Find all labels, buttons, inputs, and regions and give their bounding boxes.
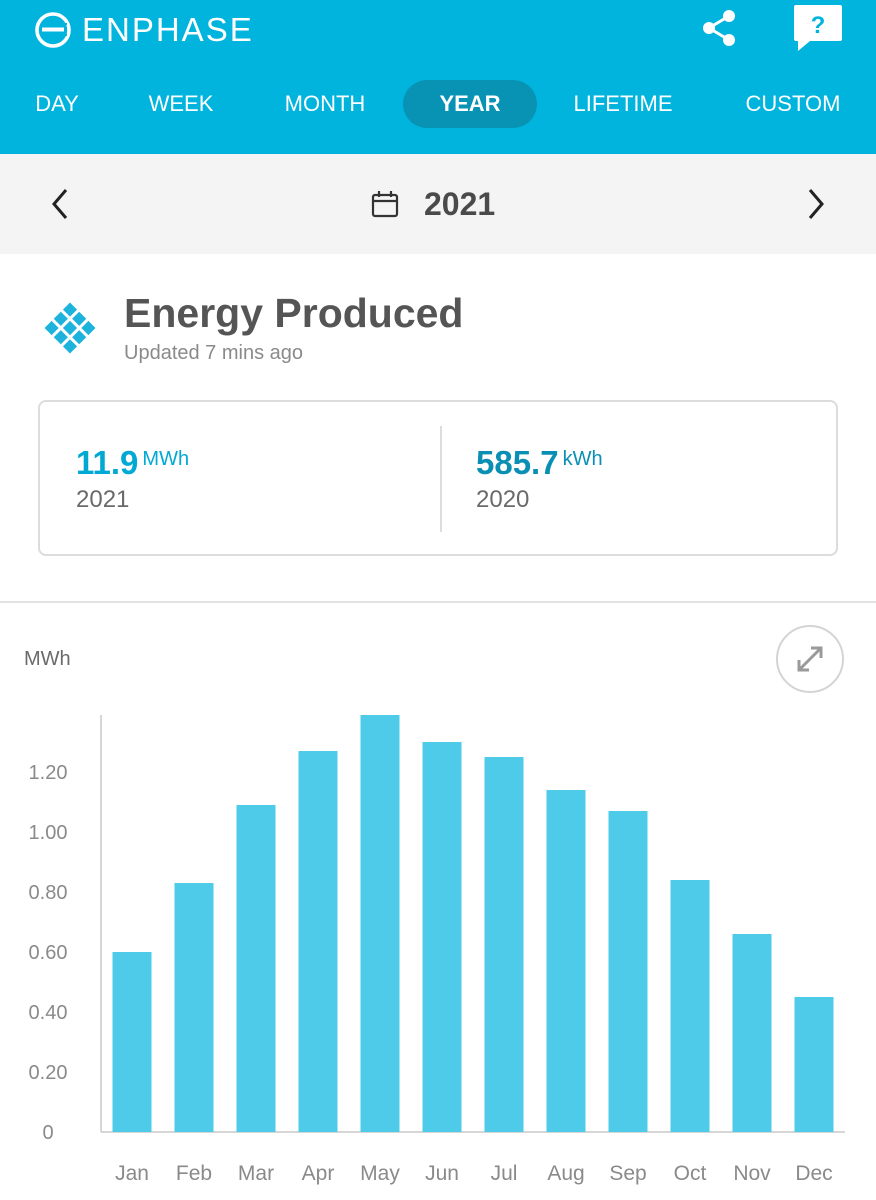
enphase-logo-icon xyxy=(35,12,71,48)
panel-header: Energy Produced Updated 7 mins ago xyxy=(38,290,818,370)
y-tick-label: 0.60 xyxy=(29,942,68,964)
tab-day[interactable]: DAY xyxy=(35,91,79,116)
date-navigation: 2021 xyxy=(0,154,876,254)
x-tick-label: Jul xyxy=(491,1162,518,1185)
x-tick-label: Sep xyxy=(609,1162,646,1185)
tab-month[interactable]: MONTH xyxy=(284,91,366,116)
bar-apr[interactable] xyxy=(298,751,338,1132)
chevron-right-icon xyxy=(808,189,824,219)
solar-panel-icon xyxy=(44,302,96,354)
help-button[interactable]: ? xyxy=(792,3,844,55)
chart-unit-label: MWh xyxy=(24,648,71,670)
x-tick-label: Aug xyxy=(547,1162,584,1185)
tab-lifetime[interactable]: LIFETIME xyxy=(573,91,673,116)
current-year-stat: 11.9 MWh 2021 xyxy=(76,444,189,514)
period-tabs: DAY WEEK MONTH YEAR LIFETIME CUSTOM xyxy=(0,80,876,128)
tab-custom[interactable]: CUSTOM xyxy=(745,91,841,116)
current-year-unit: MWh xyxy=(142,448,190,470)
current-year-label: 2021 xyxy=(76,486,130,513)
x-tick-label: Mar xyxy=(238,1162,274,1185)
section-divider xyxy=(0,601,876,603)
bar-oct[interactable] xyxy=(670,880,710,1132)
summary-divider xyxy=(440,426,442,532)
y-tick-label: 1.00 xyxy=(29,822,68,844)
bar-jul[interactable] xyxy=(484,757,524,1132)
bar-sep[interactable] xyxy=(608,811,648,1132)
expand-icon xyxy=(797,646,823,672)
chevron-left-icon xyxy=(52,189,68,219)
x-tick-label: Jan xyxy=(115,1162,149,1185)
y-tick-label: 0.20 xyxy=(29,1062,68,1084)
y-tick-label: 0.40 xyxy=(29,1002,68,1024)
y-tick-label: 0.80 xyxy=(29,882,68,904)
share-button[interactable] xyxy=(696,6,742,50)
help-glyph: ? xyxy=(811,12,826,39)
bar-may[interactable] xyxy=(360,715,400,1132)
bar-dec[interactable] xyxy=(794,997,834,1132)
x-tick-label: May xyxy=(360,1162,400,1185)
tab-year[interactable]: YEAR xyxy=(403,80,537,128)
bar-nov[interactable] xyxy=(732,934,772,1132)
previous-period-button[interactable] xyxy=(42,186,78,222)
production-summary-card: 11.9 MWh 2021 585.7 kWh 2020 xyxy=(38,400,838,556)
y-tick-label: 0 xyxy=(42,1122,53,1144)
date-picker[interactable]: 2021 xyxy=(370,182,495,226)
previous-year-stat: 585.7 kWh 2020 xyxy=(476,444,603,514)
brand-name: ENPHASE xyxy=(82,11,254,48)
bar-mar[interactable] xyxy=(236,805,276,1132)
tab-week[interactable]: WEEK xyxy=(148,91,214,116)
bar-jun[interactable] xyxy=(422,742,462,1132)
monthly-production-chart: 0 0.20 0.40 0.60 0.80 1.00 1.20 Jan Feb Mar Apr May… xyxy=(29,715,845,1185)
y-tick-label: 1.20 xyxy=(29,762,68,784)
x-tick-label: Oct xyxy=(674,1162,707,1185)
selected-year: 2021 xyxy=(424,185,496,222)
app-header: ENPHASE ? DAY WEEK MONTH YEAR LIFETIME C… xyxy=(0,0,876,154)
bar-aug[interactable] xyxy=(546,790,586,1132)
brand: ENPHASE xyxy=(34,10,254,50)
last-updated: Updated 7 mins ago xyxy=(124,342,304,364)
x-tick-label: Jun xyxy=(425,1162,459,1185)
previous-year-label: 2020 xyxy=(476,486,530,513)
next-period-button[interactable] xyxy=(798,186,834,222)
panel-title: Energy Produced xyxy=(124,290,464,336)
x-tick-label: Apr xyxy=(302,1162,335,1185)
x-tick-label: Dec xyxy=(795,1162,832,1185)
calendar-icon xyxy=(371,191,399,218)
previous-year-value: 585.7 xyxy=(476,444,559,481)
previous-year-unit: kWh xyxy=(562,448,603,470)
bar-jan[interactable] xyxy=(112,952,152,1132)
bar-feb[interactable] xyxy=(174,883,214,1132)
share-icon xyxy=(703,10,735,46)
x-tick-label: Nov xyxy=(733,1162,771,1185)
current-year-value: 11.9 xyxy=(76,444,139,481)
help-icon: ? xyxy=(794,5,842,51)
x-tick-label: Feb xyxy=(176,1162,212,1185)
expand-chart-button[interactable] xyxy=(776,625,844,693)
